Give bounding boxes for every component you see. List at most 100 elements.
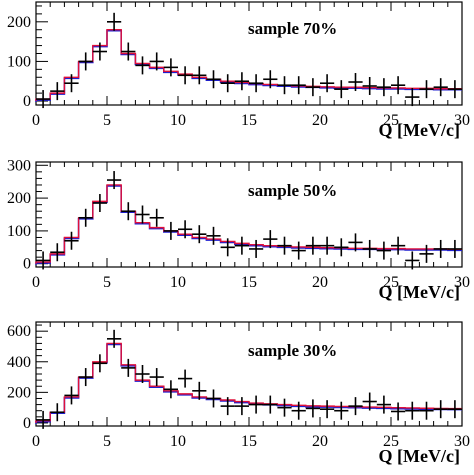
x-tick-label: 20 xyxy=(312,112,328,129)
data-point xyxy=(376,395,391,414)
x-tick-label: 10 xyxy=(170,112,186,129)
x-tick-label: 20 xyxy=(312,433,328,450)
data-point xyxy=(263,395,278,414)
x-tick-label: 0 xyxy=(32,274,40,291)
data-point xyxy=(391,236,406,255)
x-tick-label: 15 xyxy=(241,274,257,291)
x-tick-label: 15 xyxy=(241,112,257,129)
data-point xyxy=(149,52,164,71)
data-point xyxy=(78,368,93,387)
data-point xyxy=(405,88,420,107)
data-point xyxy=(220,238,235,257)
y-tick-label: 400 xyxy=(7,354,31,371)
x-tick-label: 5 xyxy=(103,274,111,291)
data-point xyxy=(78,208,93,227)
data-point xyxy=(348,73,363,92)
data-point xyxy=(107,171,122,190)
data-point xyxy=(149,368,164,387)
data-point xyxy=(263,230,278,249)
sample-label: sample 50% xyxy=(248,181,337,200)
data-point xyxy=(391,402,406,421)
x-tick-label: 30 xyxy=(454,112,470,129)
data-point xyxy=(135,205,150,224)
y-tick-label: 200 xyxy=(7,190,31,207)
y-tick-label: 200 xyxy=(7,14,31,31)
x-tick-label: 0 xyxy=(32,112,40,129)
x-tick-label: 30 xyxy=(454,433,470,450)
data-point xyxy=(64,74,79,93)
data-point xyxy=(348,397,363,416)
data-point xyxy=(305,236,320,255)
data-point xyxy=(362,392,377,411)
data-point xyxy=(220,74,235,93)
y-tick-label: 300 xyxy=(7,157,31,174)
data-point xyxy=(291,401,306,420)
data-point xyxy=(405,401,420,420)
data-point xyxy=(50,403,65,422)
y-tick-label: 0 xyxy=(23,415,31,432)
data-point xyxy=(433,78,448,97)
data-point xyxy=(320,236,335,255)
data-point xyxy=(192,66,207,85)
data-point xyxy=(50,82,65,101)
histogram-model-red xyxy=(35,342,462,423)
data-point xyxy=(92,42,107,61)
y-tick-label: 100 xyxy=(7,53,31,70)
data-point xyxy=(135,365,150,383)
x-tick-label: 25 xyxy=(383,112,399,129)
data-point xyxy=(121,358,136,377)
x-tick-label: 25 xyxy=(383,274,399,291)
data-point xyxy=(291,241,306,260)
data-point xyxy=(121,202,136,221)
data-point xyxy=(107,12,122,31)
y-tick-label: 0 xyxy=(23,93,31,110)
data-point xyxy=(320,400,335,419)
data-point xyxy=(92,194,107,213)
data-point xyxy=(234,236,249,255)
data-point xyxy=(64,231,79,250)
data-point xyxy=(36,410,51,429)
x-axis-title: Q [MeV/c] xyxy=(379,446,460,466)
data-point xyxy=(249,395,264,414)
x-tick-label: 15 xyxy=(241,433,257,450)
data-point xyxy=(163,221,178,240)
x-tick-label: 10 xyxy=(170,274,186,291)
data-point xyxy=(348,233,363,252)
data-point xyxy=(419,80,434,99)
x-tick-label: 10 xyxy=(170,433,186,450)
data-point xyxy=(107,329,122,348)
panel-3: 0 5 10 15 20 25 30 0 200 400 600 sample 30% Q [MeV/c… xyxy=(7,321,470,466)
data-point xyxy=(305,399,320,418)
data-point xyxy=(419,401,434,420)
data-point xyxy=(433,400,448,419)
data-point xyxy=(178,220,193,239)
data-point xyxy=(192,381,207,400)
x-tick-label: 0 xyxy=(32,433,40,450)
data-point xyxy=(320,74,335,93)
x-axis-title: Q [MeV/c] xyxy=(379,282,460,302)
data-point xyxy=(447,80,462,99)
data-point xyxy=(277,398,292,417)
data-point xyxy=(433,239,448,258)
data-point xyxy=(92,354,107,373)
data-point xyxy=(334,80,349,99)
y-tick-label: 100 xyxy=(7,223,31,240)
data-point xyxy=(234,397,249,416)
data-point xyxy=(121,42,136,61)
data-point xyxy=(234,72,249,91)
data-point xyxy=(334,238,349,257)
data-point xyxy=(163,58,178,77)
x-tick-label: 5 xyxy=(103,112,111,129)
data-point xyxy=(163,380,178,399)
data-point xyxy=(135,56,150,75)
data-point xyxy=(249,239,264,258)
data-point xyxy=(206,226,221,245)
data-point xyxy=(50,243,65,262)
data-point xyxy=(36,90,51,109)
data-point xyxy=(277,236,292,255)
data-point xyxy=(36,251,51,270)
data-point xyxy=(206,389,221,408)
data-point xyxy=(64,386,79,405)
